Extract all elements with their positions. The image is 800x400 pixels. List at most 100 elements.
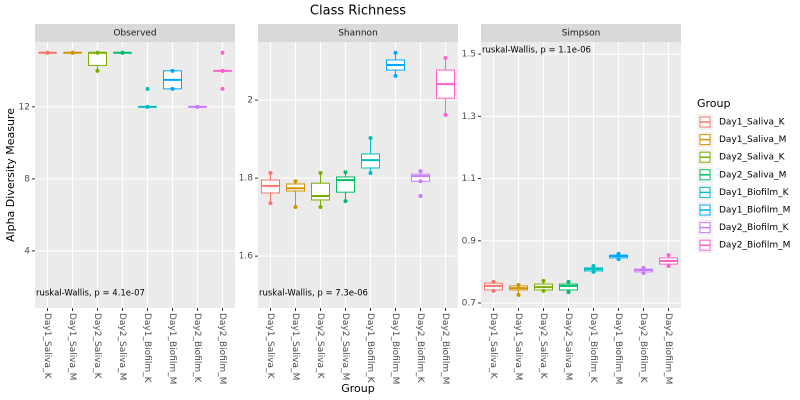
x-tick-label: Day2_Saliva_K <box>538 313 548 380</box>
x-tick-label: Day2_Biofilm_M <box>440 313 450 384</box>
annotation: ruskal-Wallis, p = 7.3e-06 <box>259 289 368 299</box>
point-min <box>591 269 596 274</box>
panel-title: Observed <box>113 29 156 39</box>
x-tick-label: Day1_Biofilm_M <box>613 313 623 384</box>
point-min <box>293 204 298 209</box>
y-tick-label: 0.7 <box>462 299 476 309</box>
point-max <box>491 279 496 284</box>
legend-label: Day1_Biofilm_M <box>719 206 790 216</box>
box <box>559 283 578 291</box>
point-min <box>343 199 348 204</box>
x-tick-label: Day2_Saliva_K <box>315 313 325 380</box>
point-max <box>616 251 621 256</box>
point-max <box>591 264 596 268</box>
point-min <box>318 204 323 209</box>
point-min <box>418 179 423 184</box>
point-max <box>443 55 448 60</box>
box-group <box>361 135 380 176</box>
x-tick-label: Day2_Biofilm_K <box>415 313 425 384</box>
box-group <box>559 279 578 295</box>
x-tick-label: Day1_Biofilm_K <box>365 313 375 384</box>
panel-background <box>481 42 681 308</box>
point-min <box>516 292 521 297</box>
box-group <box>138 86 157 109</box>
panel-title: Simpson <box>562 29 601 39</box>
x-tick-label: Day2_Saliva_K <box>92 313 102 380</box>
y-tick-label: 0.9 <box>462 236 477 246</box>
box-group <box>484 279 503 293</box>
x-axis-title: Group <box>341 382 375 395</box>
x-tick-label: Day2_Saliva_M <box>117 313 127 380</box>
y-tick-label: 1.3 <box>462 112 476 122</box>
box-group <box>113 50 132 55</box>
x-tick-label: Day2_Biofilm_M <box>663 313 673 384</box>
legend-label: Day1_Biofilm_K <box>719 188 790 198</box>
box-group <box>163 68 182 91</box>
point-min <box>45 50 50 55</box>
y-tick-label: 1.5 <box>462 50 476 60</box>
y-tick-label: 1.1 <box>462 174 476 184</box>
y-axis-title: Alpha Diversity Measure <box>4 108 17 242</box>
point-max <box>368 135 373 140</box>
point-min <box>393 73 398 78</box>
x-tick-label: Day1_Biofilm_M <box>390 313 400 384</box>
point-min <box>666 264 671 268</box>
point-min <box>616 257 621 262</box>
point-max <box>318 171 323 176</box>
box-group <box>38 50 57 55</box>
box-group <box>509 282 528 297</box>
point-max <box>566 279 571 284</box>
legend-label: Day2_Biofilm_K <box>719 223 790 233</box>
box-group <box>609 251 628 262</box>
y-tick-label: 12 <box>19 102 30 112</box>
point-min <box>145 104 150 109</box>
point-max <box>95 50 100 55</box>
box-group <box>659 253 678 268</box>
box-group <box>188 104 207 109</box>
legend-label: Day1_Saliva_K <box>719 118 786 128</box>
box-group <box>584 264 603 274</box>
box-group <box>436 55 455 117</box>
point-max <box>393 50 398 55</box>
box-group <box>213 50 232 91</box>
box-group <box>411 169 430 199</box>
strip-background <box>481 24 681 42</box>
y-tick-label: 1.6 <box>239 252 254 262</box>
point-max <box>268 171 273 176</box>
chart-title: Class Richness <box>310 4 406 19</box>
point-min <box>220 68 225 73</box>
annotation: ruskal-Wallis, p = 4.1e-07 <box>36 289 145 299</box>
point-min <box>641 271 646 276</box>
x-tick-label: Day2_Biofilm_K <box>192 313 202 384</box>
y-tick-label: 1.8 <box>239 174 254 184</box>
legend-title: Group <box>697 97 731 110</box>
point-min <box>368 171 373 176</box>
x-tick-label: Day1_Saliva_K <box>488 313 498 380</box>
box-group <box>63 50 82 55</box>
legend-label: Day2_Saliva_M <box>719 170 786 180</box>
point-min <box>443 112 448 117</box>
y-tick-label: 8 <box>24 174 30 184</box>
point-min <box>95 68 100 73</box>
x-tick-label: Day1_Biofilm_K <box>142 313 152 384</box>
box-group <box>336 170 355 204</box>
point-min <box>170 86 175 91</box>
point-min <box>120 50 125 55</box>
box-group <box>311 171 330 209</box>
outlier <box>145 86 150 91</box>
point-min <box>566 290 571 295</box>
panel-title: Shannon <box>338 29 378 39</box>
box-group <box>534 278 553 293</box>
point-min <box>268 201 273 206</box>
annotation: ruskal-Wallis, p = 1.1e-06 <box>482 46 591 56</box>
panel-background <box>35 42 235 308</box>
point-max <box>666 253 671 258</box>
point-min <box>541 288 546 293</box>
outlier <box>220 86 225 91</box>
box <box>311 182 330 201</box>
x-tick-label: Day1_Saliva_M <box>513 313 523 380</box>
legend-label: Day1_Saliva_M <box>719 135 786 145</box>
legend-label: Day2_Biofilm_M <box>719 241 790 251</box>
x-tick-label: Day2_Biofilm_K <box>638 313 648 384</box>
